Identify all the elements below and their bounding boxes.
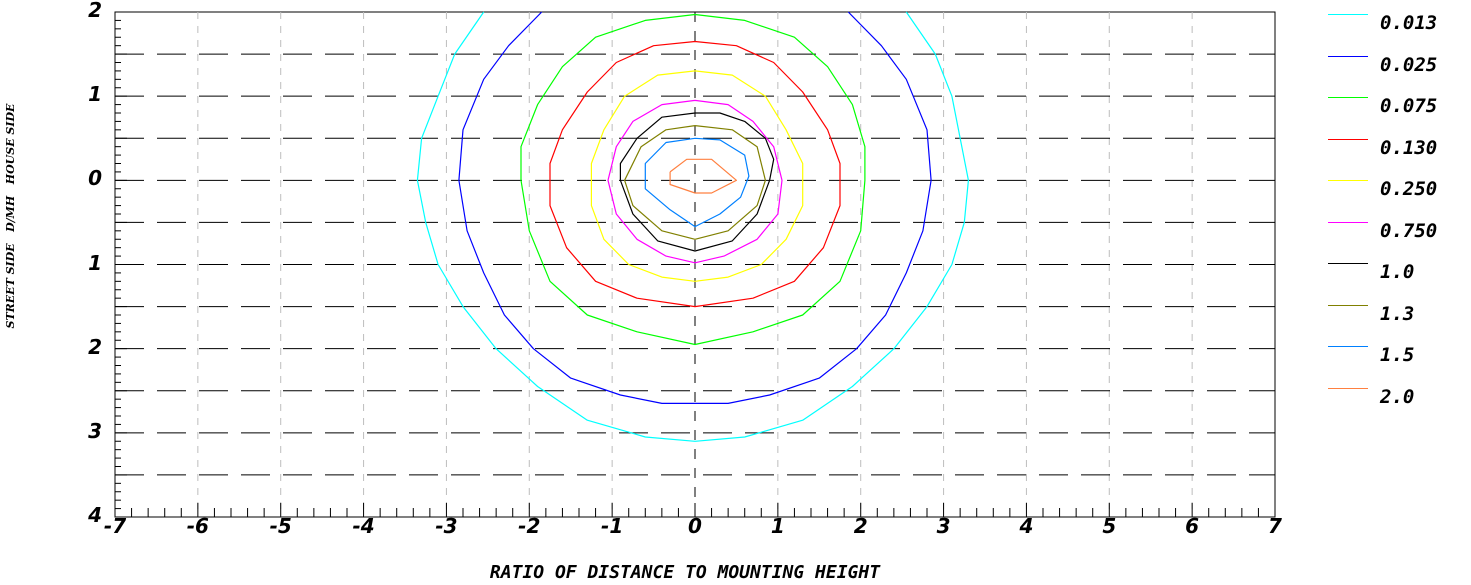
legend-swatch — [1328, 387, 1368, 389]
axis-ticks — [114, 11, 1276, 518]
contour-0.250 — [590, 70, 804, 282]
legend-swatch — [1328, 304, 1368, 306]
legend-swatch — [1328, 97, 1368, 98]
legend-swatch — [1328, 180, 1368, 181]
legend-label: 0.013 — [1380, 12, 1438, 34]
x-tick-label: -6 — [186, 514, 209, 538]
legend-label: 2.0 — [1380, 385, 1415, 408]
contour-0.750 — [607, 99, 783, 264]
contour-0.025 — [458, 11, 932, 404]
horizontal-grid — [115, 53, 1275, 476]
legend-swatch — [1328, 263, 1368, 264]
contour-2.0 — [669, 158, 738, 194]
legend-item: 0.075 — [1328, 91, 1468, 125]
x-tick-label: 3 — [936, 514, 951, 538]
y-tick-label: 2 — [88, 0, 102, 22]
legend-label: 1.5 — [1380, 344, 1415, 366]
contour-0.075 — [520, 13, 866, 346]
y-tick-label: 1 — [88, 250, 102, 275]
legend-label: 1.0 — [1380, 261, 1415, 283]
x-tick-label: 6 — [1185, 514, 1200, 538]
contour-lines — [416, 11, 970, 442]
legend-item: 1.0 — [1328, 257, 1468, 291]
contour-1.3 — [623, 125, 767, 240]
x-tick-label: 0 — [688, 514, 702, 538]
legend-label: 1.3 — [1380, 302, 1415, 325]
x-tick-label: 5 — [1102, 514, 1117, 538]
legend-swatch — [1328, 55, 1368, 57]
contour-1.0 — [619, 112, 775, 252]
legend-item: 1.5 — [1328, 340, 1468, 374]
x-tick-label: 4 — [1019, 514, 1034, 538]
x-tick-label: -3 — [435, 514, 458, 538]
x-tick-label: 1 — [770, 514, 785, 538]
contour-0.013 — [416, 11, 970, 442]
legend-swatch — [1328, 14, 1368, 15]
legend-item: 0.250 — [1328, 174, 1468, 208]
contour-1.5 — [644, 137, 750, 228]
legend-label: 0.130 — [1380, 136, 1438, 159]
legend-item: 0.013 — [1328, 8, 1468, 42]
x-tick-label: 7 — [1268, 514, 1282, 538]
legend-label: 0.075 — [1380, 95, 1438, 117]
legend-swatch — [1328, 221, 1368, 223]
legend-label: 0.025 — [1380, 53, 1438, 76]
contour-0.130 — [549, 40, 841, 308]
legend-swatch — [1328, 346, 1368, 347]
legend-label: 0.250 — [1380, 178, 1438, 200]
x-tick-label: -1 — [601, 514, 624, 538]
x-tick-label: 2 — [853, 514, 868, 538]
legend-item: 0.025 — [1328, 50, 1468, 84]
y-tick-label: 3 — [88, 418, 102, 443]
x-tick-label: -4 — [352, 514, 375, 538]
legend-swatch — [1328, 138, 1368, 140]
x-tick-label: -2 — [518, 514, 541, 538]
x-axis-title: RATIO OF DISTANCE TO MOUNTING HEIGHT — [489, 562, 881, 583]
y-tick-label: 0 — [88, 166, 102, 191]
y-axis-title: STREET SIDE D/MH HOUSE SIDE — [4, 103, 17, 329]
y-tick-label: 4 — [88, 503, 102, 527]
y-tick-label: 2 — [88, 334, 102, 359]
x-tick-label: -5 — [269, 514, 292, 538]
y-tick-label: 1 — [88, 82, 102, 107]
x-tick-label: -7 — [103, 514, 127, 538]
legend-item: 1.3 — [1328, 299, 1468, 333]
legend-item: 0.130 — [1328, 133, 1468, 167]
legend-item: 2.0 — [1328, 382, 1468, 416]
legend-label: 0.750 — [1380, 219, 1438, 242]
legend-item: 0.750 — [1328, 216, 1468, 250]
